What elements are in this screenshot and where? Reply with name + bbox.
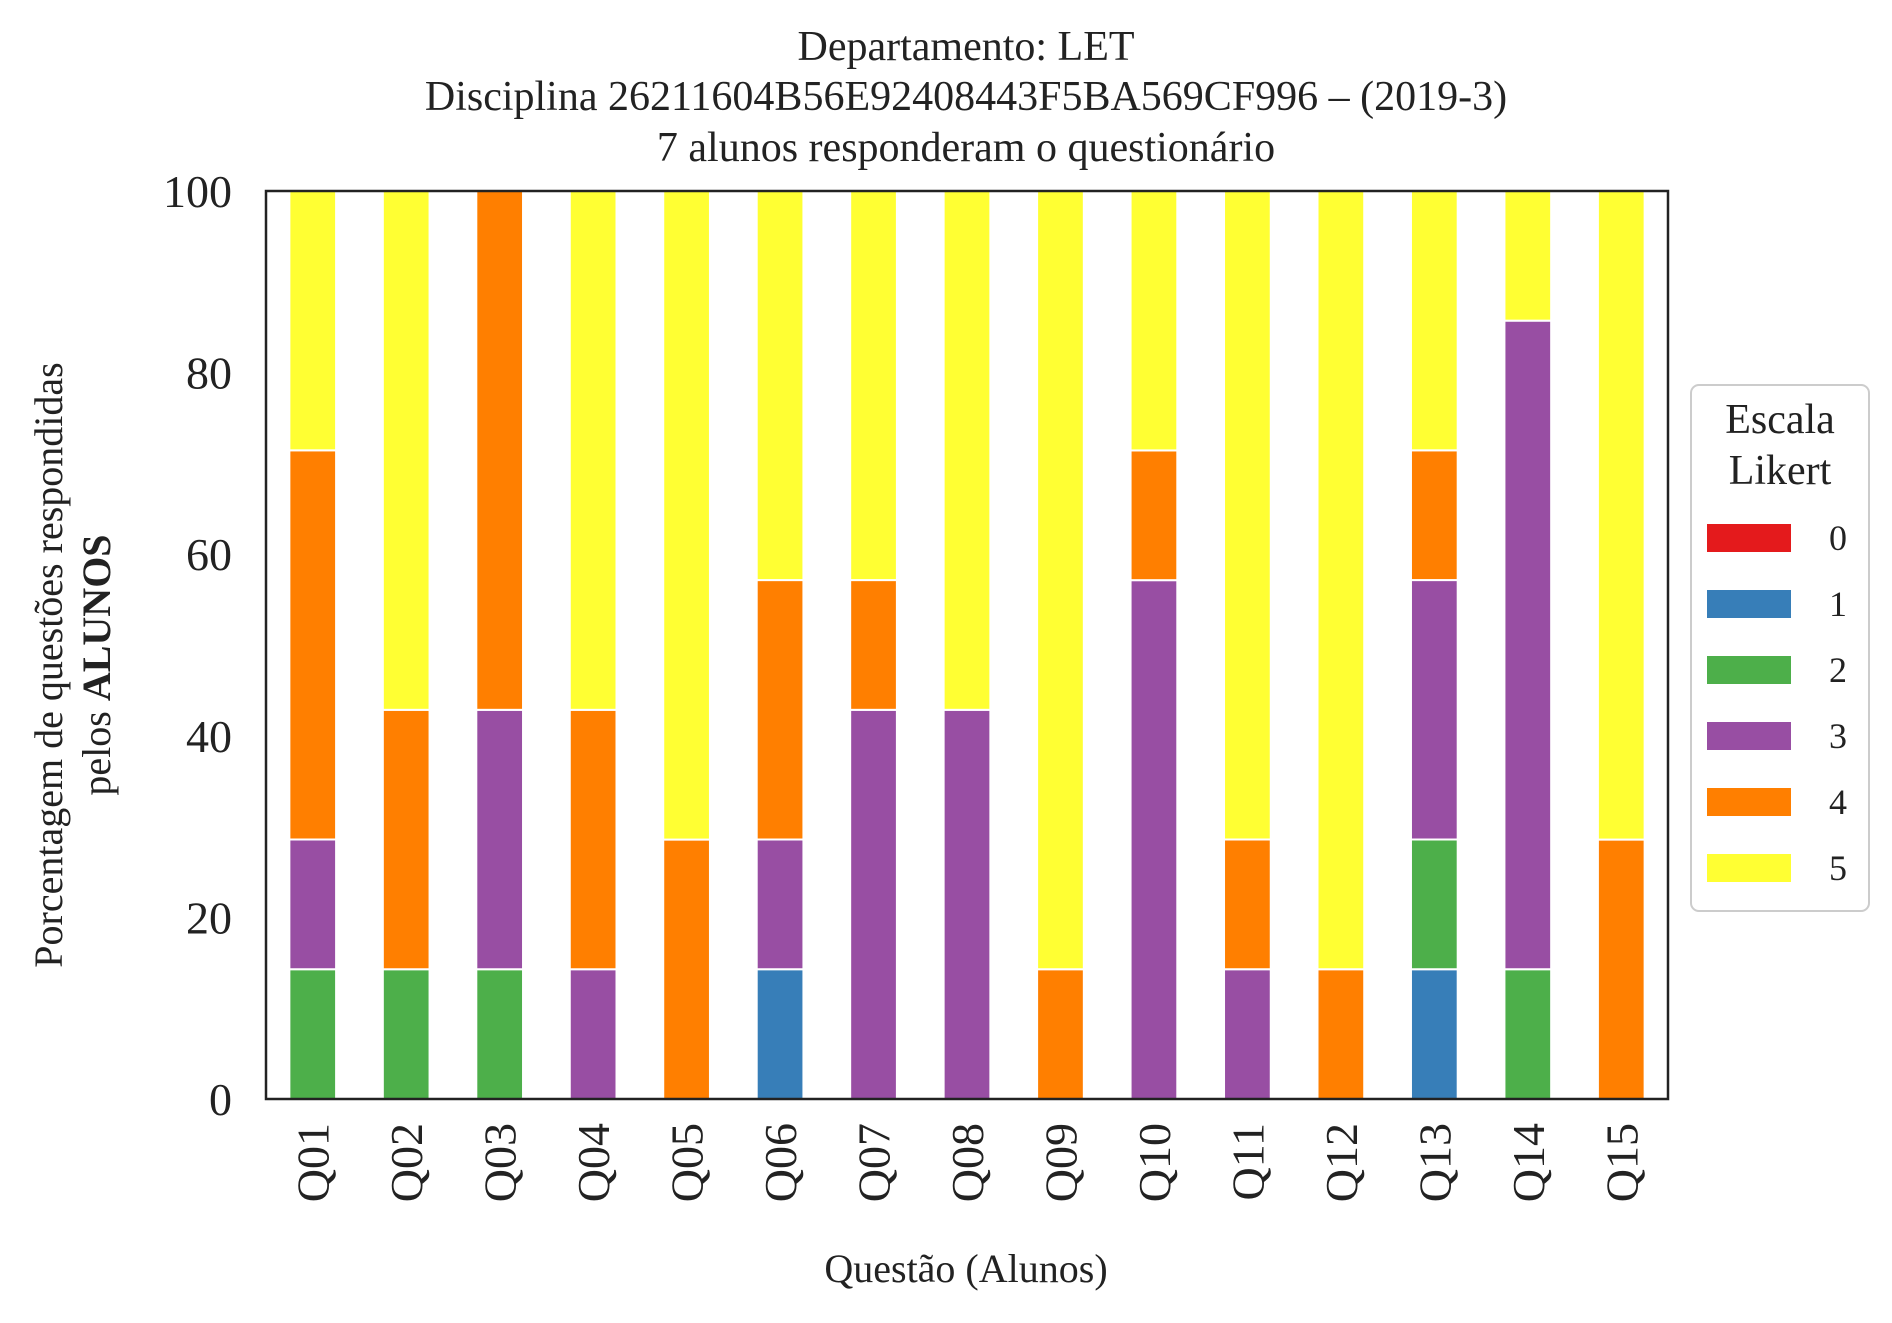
bar-segment-Q11-likert-4 <box>1223 838 1272 971</box>
bar-segment-Q04-likert-3 <box>568 968 618 1100</box>
bar-segment-Q06-likert-5 <box>755 189 805 582</box>
chart-title-line-1: Departamento: LET <box>797 24 1134 70</box>
legend-swatch-3 <box>1707 722 1791 750</box>
bar-segment-Q01-likert-5 <box>288 189 338 452</box>
bar-segment-Q14-likert-5 <box>1503 189 1553 322</box>
legend-swatch-0 <box>1707 524 1791 552</box>
bar-segment-Q06-likert-3 <box>755 838 805 971</box>
x-tick-label-Q12: Q12 <box>1316 1123 1367 1202</box>
bar-segment-Q10-likert-3 <box>1129 579 1179 1100</box>
bar-segment-Q07-likert-4 <box>849 579 898 711</box>
bar-segment-Q07-likert-3 <box>849 708 898 1101</box>
bar-segment-Q05-likert-4 <box>662 838 711 1101</box>
bar-segment-Q06-likert-1 <box>755 968 805 1100</box>
x-tick-label-Q05: Q05 <box>662 1123 713 1202</box>
bar-segment-Q11-likert-3 <box>1223 968 1272 1100</box>
bar-segment-Q02-likert-4 <box>381 708 431 971</box>
legend-swatch-1 <box>1707 590 1791 618</box>
bar-segment-Q13-likert-1 <box>1409 968 1459 1100</box>
y-axis-label-line-1: Porcentagem de questões respondidas <box>26 362 71 967</box>
bar-segment-Q08-likert-5 <box>942 190 992 711</box>
bar-segment-Q04-likert-4 <box>568 708 618 971</box>
bar-segment-Q08-likert-3 <box>942 708 992 1101</box>
x-tick-label-Q08: Q08 <box>942 1123 993 1202</box>
bar-segment-Q07-likert-5 <box>849 189 898 582</box>
x-tick-label-Q01: Q01 <box>288 1123 339 1202</box>
bar-segment-Q12-likert-4 <box>1316 968 1366 1100</box>
y-tick-label-20: 20 <box>186 892 232 943</box>
legend-title-line-2: Likert <box>1729 448 1832 494</box>
legend-label-5: 5 <box>1829 848 1847 888</box>
plot-frame <box>264 189 1670 1101</box>
y-tick-label-80: 80 <box>186 348 232 399</box>
x-tick-label-Q11: Q11 <box>1222 1123 1273 1201</box>
x-tick-label-Q15: Q15 <box>1596 1123 1647 1202</box>
y-axis-label-prefix: pelos <box>74 701 119 795</box>
bar-segment-Q01-likert-2 <box>288 968 338 1100</box>
bar-segment-Q14-likert-3 <box>1503 319 1553 971</box>
y-tick-label-100: 100 <box>163 166 232 217</box>
x-tick-label-Q10: Q10 <box>1129 1123 1180 1202</box>
bar-segment-Q09-likert-5 <box>1036 190 1085 971</box>
y-tick-label-60: 60 <box>186 529 232 580</box>
legend-label-1: 1 <box>1829 584 1847 624</box>
legend-items: 0 1 2 3 4 5 <box>1707 518 1847 888</box>
bar-segment-Q09-likert-4 <box>1036 968 1085 1100</box>
bar-segment-Q15-likert-5 <box>1596 190 1646 841</box>
legend-label-0: 0 <box>1829 518 1847 558</box>
x-tick-label-Q09: Q09 <box>1035 1123 1086 1202</box>
bar-segment-Q13-likert-3 <box>1409 579 1459 841</box>
bar-segment-Q15-likert-4 <box>1596 838 1646 1101</box>
bar-segment-Q13-likert-4 <box>1409 449 1459 582</box>
x-tick-label-Q04: Q04 <box>568 1123 619 1202</box>
bar-segment-Q05-likert-5 <box>662 190 711 841</box>
bar-segment-Q03-likert-3 <box>475 708 525 971</box>
bar-segment-Q02-likert-2 <box>381 968 431 1100</box>
y-axis-label-line-2: pelos ALUNOS <box>74 534 119 795</box>
legend-label-3: 3 <box>1829 716 1847 756</box>
chart-title-line-3: 7 alunos responderam o questionário <box>657 125 1275 171</box>
legend-label-2: 2 <box>1829 650 1847 690</box>
x-tick-label-Q02: Q02 <box>381 1123 432 1202</box>
bar-segment-Q10-likert-5 <box>1129 190 1179 452</box>
bar-segment-Q03-likert-2 <box>475 968 525 1100</box>
legend-title-line-1: Escala <box>1725 397 1835 443</box>
y-tick-label-40: 40 <box>186 711 232 762</box>
y-tick-label-0: 0 <box>209 1074 232 1125</box>
legend-swatch-5 <box>1707 854 1791 882</box>
x-tick-label-Q13: Q13 <box>1409 1123 1460 1202</box>
legend-swatch-2 <box>1707 656 1791 684</box>
x-tick-label-Q06: Q06 <box>755 1123 806 1202</box>
bar-segment-Q04-likert-5 <box>568 190 618 711</box>
legend-swatch-4 <box>1707 788 1791 816</box>
bar-segment-Q12-likert-5 <box>1316 190 1366 971</box>
bar-segment-Q03-likert-4 <box>475 190 525 711</box>
chart-title-line-2: Disciplina 26211604B56E92408443F5BA569CF… <box>425 74 1507 120</box>
x-axis-label: Questão (Alunos) <box>824 1246 1107 1291</box>
bar-segment-Q11-likert-5 <box>1223 189 1272 841</box>
y-axis-label-bold: ALUNOS <box>74 534 119 701</box>
legend: Escala Likert 0 1 2 3 4 5 <box>1690 384 1870 912</box>
x-tick-label-Q14: Q14 <box>1503 1123 1554 1202</box>
bar-segment-Q10-likert-4 <box>1129 449 1179 582</box>
x-tick-label-Q03: Q03 <box>475 1123 526 1202</box>
bar-segment-Q06-likert-4 <box>755 579 805 841</box>
bar-segment-Q02-likert-5 <box>381 190 431 711</box>
legend-frame <box>1690 384 1870 912</box>
bar-segment-Q01-likert-4 <box>288 449 338 841</box>
bar-segment-Q13-likert-5 <box>1409 189 1459 452</box>
bar-segment-Q01-likert-3 <box>288 838 338 971</box>
bar-segment-Q13-likert-2 <box>1409 838 1459 971</box>
bar-segment-Q14-likert-2 <box>1503 968 1553 1100</box>
x-tick-label-Q07: Q07 <box>849 1123 900 1202</box>
plot-area: 0 20 40 60 80 100 Q01 Q02 Q03 Q04 Q05 Q06 Q07 Q08 Q09 Q… <box>163 166 1670 1202</box>
legend-label-4: 4 <box>1829 782 1847 822</box>
